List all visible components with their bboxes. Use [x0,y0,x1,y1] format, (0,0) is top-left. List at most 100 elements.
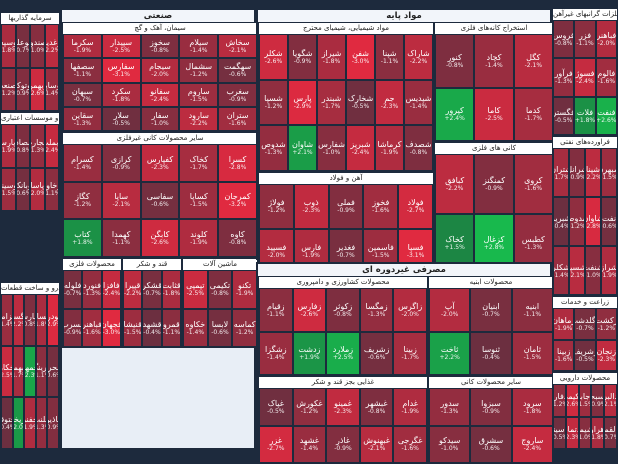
ticker-cell[interactable]: کاوه -0.8% [218,219,257,257]
ticker-cell[interactable]: سبزوا -0.9% [470,388,512,426]
ticker-cell[interactable]: خگستر-2.2% [12,294,25,346]
ticker-cell[interactable]: تکیمی -0.8% [207,270,233,309]
ticker-cell[interactable]: غمینو -2.3% [326,388,360,426]
ticker-cell[interactable]: شاوان-2.8% [585,197,601,246]
ticker-cell[interactable]: دفارا-1.2% [553,384,566,417]
ticker-cell[interactable]: زمگسا -1.3% [359,288,394,332]
ticker-cell[interactable]: کنور -0.8% [435,34,475,88]
ticker-cell[interactable]: وبصادر-0.8% [15,124,30,168]
ticker-cell[interactable]: غکورش -1.2% [292,388,327,426]
sector-title[interactable]: کانی های فلزی [435,143,553,154]
ticker-cell[interactable]: آپ -2.0% [429,288,471,332]
ticker-cell[interactable]: سشمال -1.2% [179,58,219,83]
sector-title[interactable]: محصولات ابنیه [429,277,553,288]
sector-title[interactable]: مواد پایه [258,10,550,22]
ticker-cell[interactable]: کپرور +2.4% [435,87,475,141]
sector-title[interactable]: محصولات کشاورزی و دامپروری [259,277,427,288]
ticker-cell[interactable]: زشریف-0.5% [574,339,596,371]
ticker-cell[interactable]: دزهراوی-1.8% [591,416,605,449]
ticker-cell[interactable]: فروس -0.8% [553,20,575,59]
ticker-cell[interactable]: شسپا -1.2% [259,79,288,126]
ticker-cell[interactable]: کگاز -1.2% [63,181,102,220]
ticker-cell[interactable]: شصدف -0.8% [404,125,433,171]
ticker-cell[interactable]: وصندوق-1.0% [30,24,45,68]
ticker-cell[interactable]: دجابر-1.5% [578,384,592,417]
ticker-cell[interactable]: خپارس-0.8% [24,294,36,346]
ticker-cell[interactable]: فرآور -1.3% [553,58,575,97]
ticker-cell[interactable]: شیراز -1.8% [317,34,346,80]
ticker-cell[interactable]: شگویا -0.9% [288,34,317,80]
sector-title[interactable]: محصولات فلزی [63,259,121,270]
ticker-cell[interactable]: وبهمن-2.6% [30,67,45,111]
ticker-cell[interactable]: شسپا-2.1% [569,246,585,295]
ticker-cell[interactable]: کاما -2.5% [474,87,514,141]
ticker-cell[interactable]: فولاژ -1.2% [259,184,294,229]
ticker-cell[interactable]: فولاد -2.7% [398,184,433,229]
ticker-cell[interactable]: خفنر-1.9% [24,397,36,449]
ticker-cell[interactable]: وصنعت-1.2% [1,67,16,111]
ticker-cell[interactable]: ختوقا-0.4% [1,397,13,449]
ticker-cell[interactable]: قمرو -1.1% [161,308,181,347]
sector-title[interactable]: محصولات دارویی [553,373,617,384]
ticker-cell[interactable]: وتوکا-0.9% [15,67,30,111]
ticker-cell[interactable]: خودرو-2.9% [47,294,59,346]
ticker-cell[interactable]: زفارس -2.6% [292,288,327,332]
ticker-cell[interactable]: شرانل-0.9% [569,148,585,197]
ticker-cell[interactable]: سفارس -3.1% [101,58,141,83]
ticker-cell[interactable]: غپاک -0.5% [259,388,293,426]
ticker-cell[interactable]: کبافق -2.2% [435,154,475,214]
ticker-cell[interactable]: شراز -1.9% [601,246,617,295]
ticker-cell[interactable]: زقیام -1.1% [259,288,293,332]
ticker-cell[interactable]: شپنا -2.2% [585,148,601,197]
ticker-cell[interactable]: کخاک -1.7% [179,144,219,182]
ticker-cell[interactable]: خساپا-1.8% [35,294,48,346]
ticker-cell[interactable]: کمنگنز -0.9% [474,154,514,214]
sector-title[interactable]: فراورده‌های نفتی [553,137,617,148]
ticker-cell[interactable]: خلنت-1.3% [35,397,48,449]
ticker-cell[interactable]: وبملت-2.4% [44,124,59,168]
ticker-cell[interactable]: سیدکو -1.0% [429,425,471,463]
ticker-cell[interactable]: شاوان +2.1% [288,125,317,171]
ticker-cell[interactable]: کابگن -2.6% [140,219,180,257]
ticker-cell[interactable]: سیجام -2.0% [140,58,180,83]
ticker-cell[interactable]: سشرق -0.6% [470,425,512,463]
ticker-cell[interactable]: سفانو -2.4% [140,82,180,107]
ticker-cell[interactable]: فملی -0.9% [328,184,364,229]
ticker-cell[interactable]: خکار-2.5% [1,345,13,398]
sector-title[interactable]: خودرو و ساخت قطعات [1,283,59,294]
ticker-cell[interactable]: فباهنر -1.6% [82,308,102,347]
ticker-cell[interactable]: خمحرکه-0.6% [47,345,59,398]
ticker-cell[interactable]: شنفت-1.0% [585,246,601,295]
ticker-cell[interactable]: دتماد-2.3% [565,416,579,449]
ticker-cell[interactable]: شفارس -1.0% [317,125,346,171]
ticker-cell[interactable]: وپارس-1.9% [1,124,16,168]
sector-title[interactable]: بانکها و موسسات اعتباری [1,113,59,124]
ticker-cell[interactable]: سارود -2.2% [179,106,219,131]
ticker-cell[interactable]: شپدیس -1.4% [404,79,433,126]
ticker-cell[interactable]: کساپا -1.5% [179,181,219,220]
ticker-cell[interactable]: سرود -1.8% [511,388,553,426]
ticker-cell[interactable]: وتجارت-1.3% [30,124,45,168]
ticker-cell[interactable]: سیلام -1.4% [179,34,219,59]
ticker-cell[interactable]: فباهنر -2.0% [595,20,617,59]
ticker-cell[interactable]: خکاوه -1.4% [183,308,208,347]
sector-title[interactable]: مصرفی غیردوره ای [258,264,550,276]
sector-title[interactable]: سایر محصولات کانی [429,377,553,388]
ticker-cell[interactable]: فنورد -1.3% [82,270,102,309]
ticker-cell[interactable]: وخاور-1.1% [44,167,59,211]
ticker-cell[interactable]: خریخت+2.0% [12,397,25,449]
ticker-cell[interactable]: فلات +1.8% [574,96,596,135]
ticker-cell[interactable]: ثنوسا -0.4% [470,331,512,375]
ticker-cell[interactable]: سخوز -0.8% [140,34,180,59]
ticker-cell[interactable]: زبینا -1.7% [393,331,427,375]
ticker-cell[interactable]: وساپا-1.4% [44,67,59,111]
ticker-cell[interactable]: سکرما -1.9% [63,34,102,59]
sector-title[interactable]: ماشین آلات [183,259,257,270]
ticker-cell[interactable]: وبوعلی-0.7% [15,24,30,68]
ticker-cell[interactable]: سبهان -0.7% [63,82,102,107]
ticker-cell[interactable]: ثاخت +2.2% [429,331,471,375]
ticker-cell[interactable]: فافزا -2.4% [101,270,121,309]
ticker-cell[interactable]: شبریز -2.4% [346,125,375,171]
ticker-cell[interactable]: کروی -1.6% [513,154,553,214]
